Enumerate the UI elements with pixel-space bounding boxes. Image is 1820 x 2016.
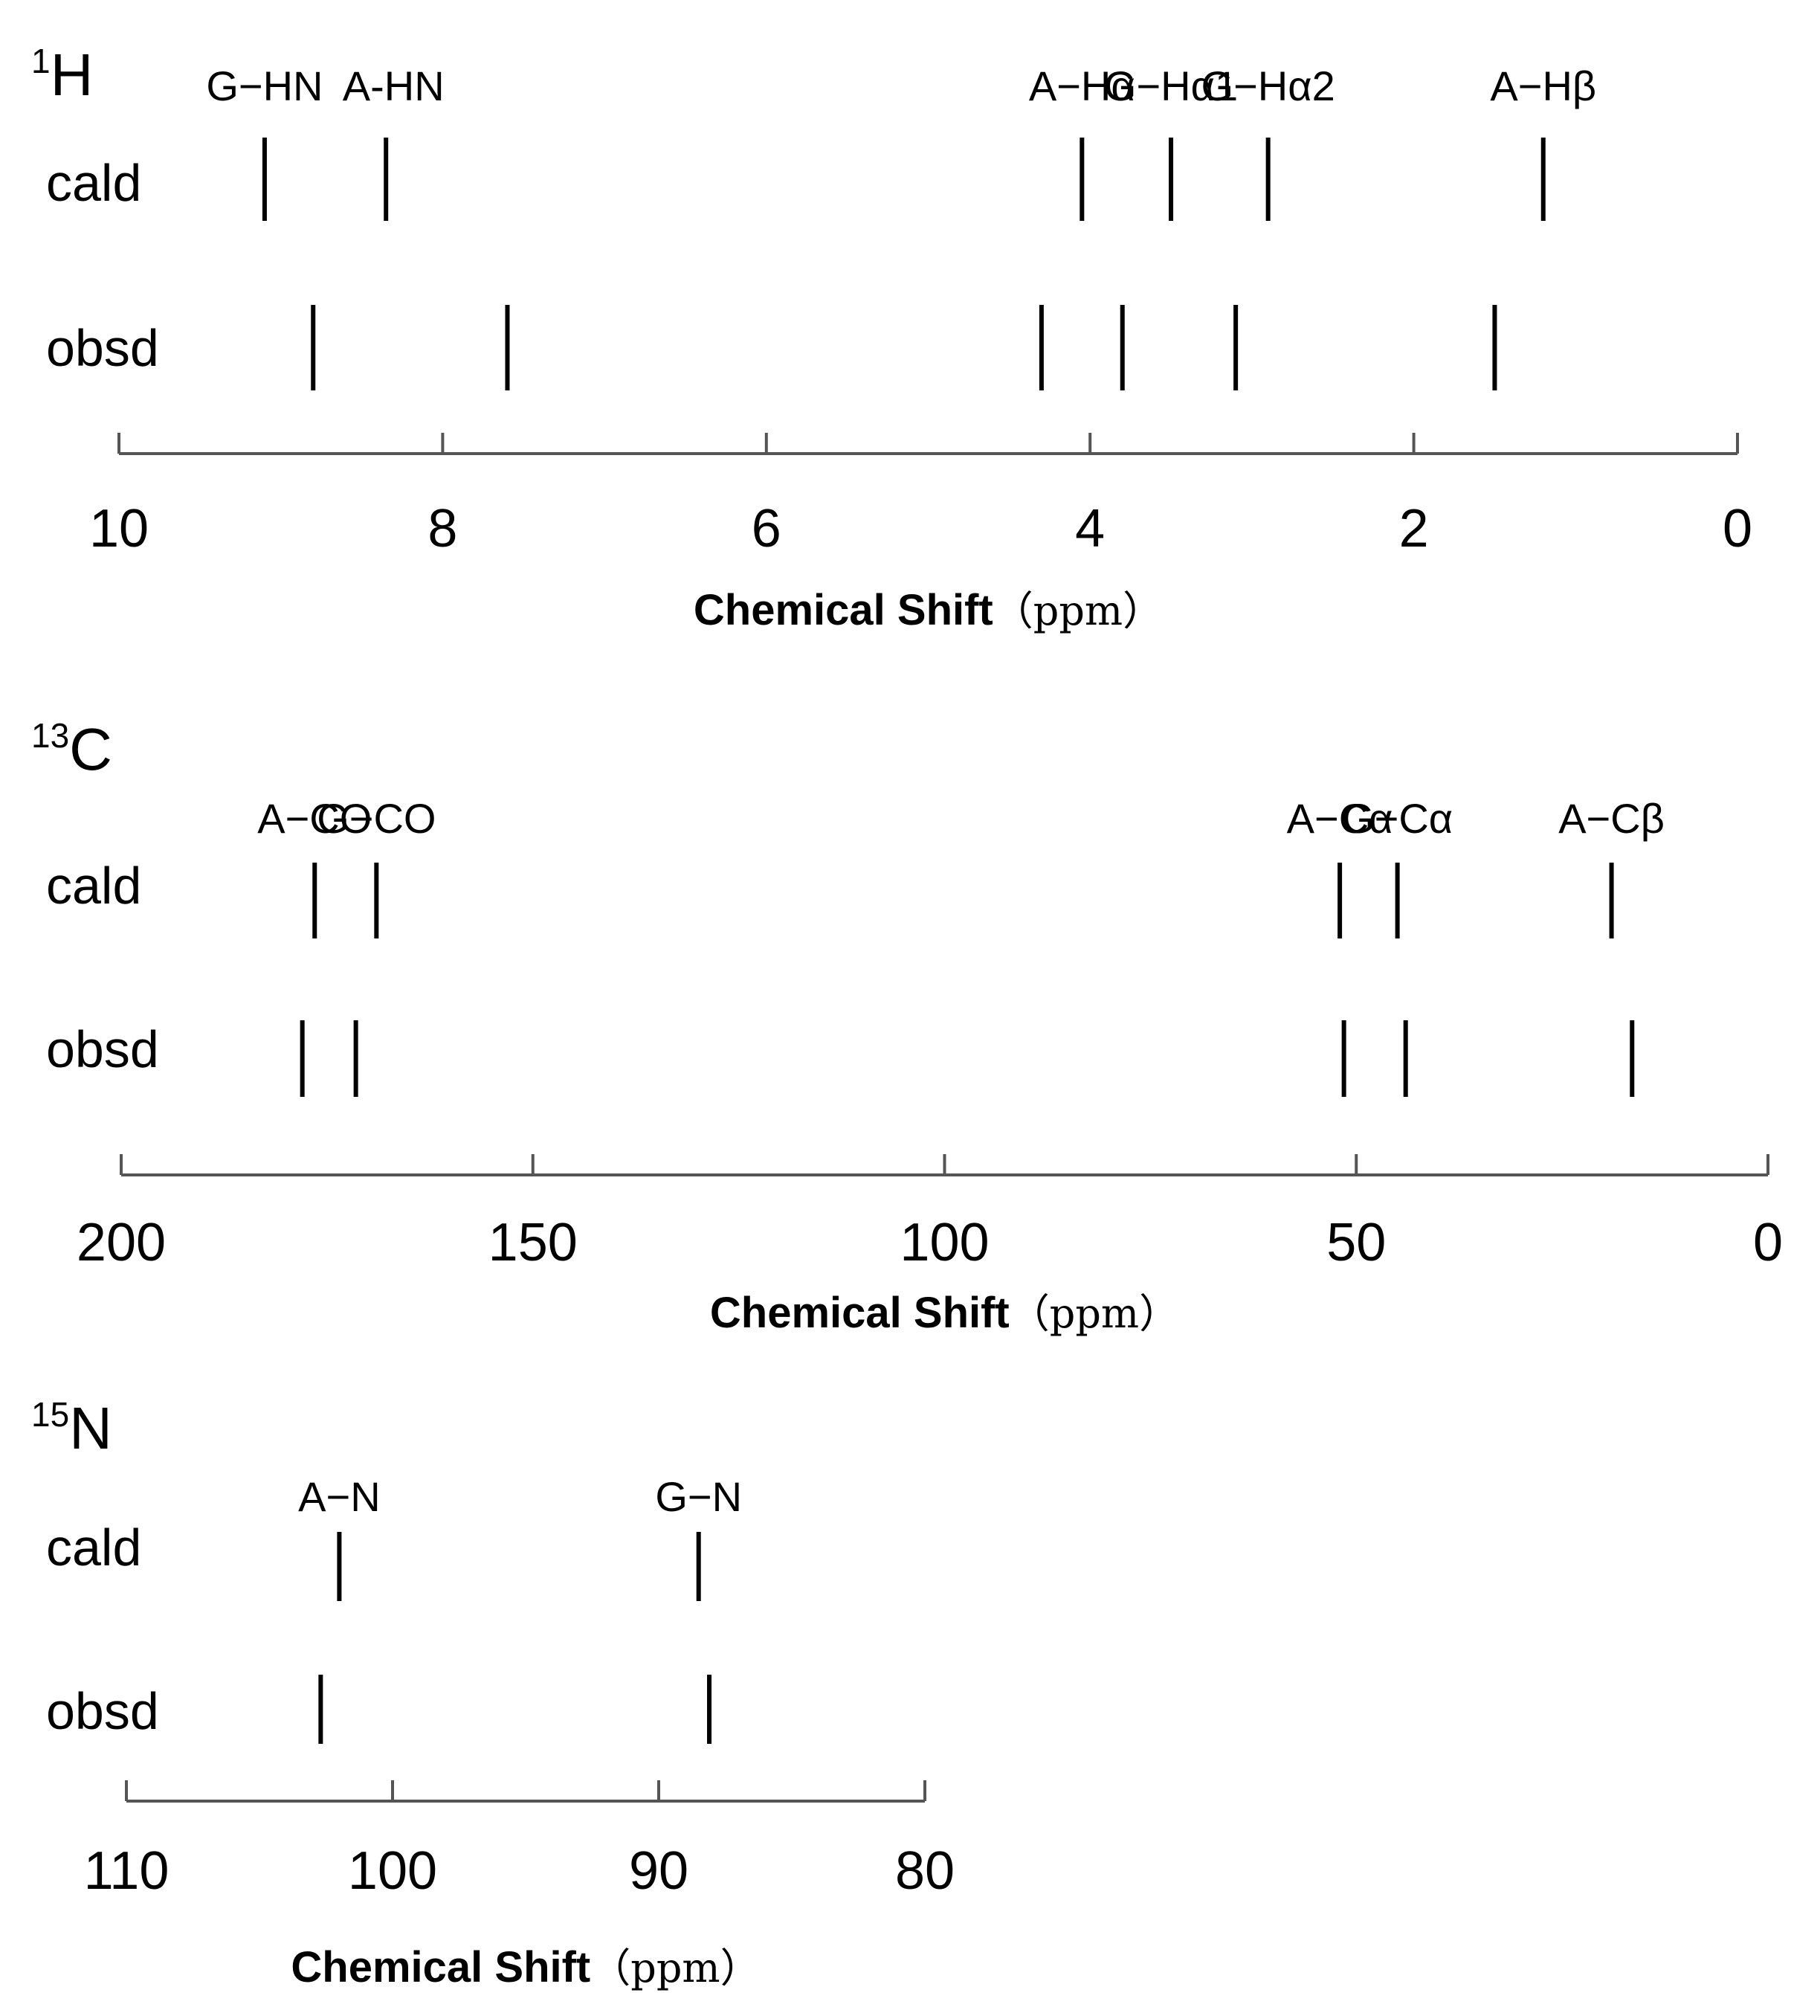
x-tick-label: 10 (89, 499, 149, 558)
x-tick-label: 200 (77, 1213, 166, 1272)
peak-label: G−N (655, 1473, 742, 1520)
peak-label: A−CO (257, 795, 372, 842)
peak-label: G−Hα2 (1201, 62, 1335, 109)
peak-label: A−Hα (1029, 62, 1135, 109)
x-axis-title: Chemical Shift（ppm） (710, 1289, 1179, 1337)
nucleus-label: 1H (31, 42, 93, 108)
x-tick-label: 2 (1399, 499, 1429, 558)
x-axis-title-text: Chemical Shift (710, 1289, 1010, 1337)
nucleus-symbol: H (51, 42, 94, 108)
x-tick-label: 90 (629, 1841, 688, 1901)
nucleus-symbol: C (69, 716, 112, 782)
x-tick-label: 100 (900, 1213, 989, 1272)
row-label-obsd: obsd (46, 1020, 159, 1078)
peak-label: G−Cα (1342, 795, 1453, 842)
x-tick-label: 110 (84, 1841, 170, 1901)
row-label-cald: cald (46, 857, 141, 915)
x-tick-label: 0 (1723, 499, 1752, 558)
peak-label: G−HN (206, 62, 323, 109)
x-tick-label: 4 (1075, 499, 1105, 558)
peak-label: A−N (298, 1473, 381, 1520)
x-axis-unit: （ppm） (1010, 1290, 1179, 1337)
x-axis-title-text: Chemical Shift (291, 1943, 590, 1991)
x-tick-label: 150 (488, 1213, 578, 1272)
peak-label: G−Hα1 (1104, 62, 1238, 109)
x-axis-title: Chemical Shift（ppm） (291, 1943, 760, 1991)
peak-label: A−Cβ (1558, 795, 1665, 842)
nucleus-mass: 1 (31, 42, 51, 80)
x-tick-label: 80 (895, 1841, 955, 1901)
x-axis-unit: （ppm） (590, 1945, 760, 1991)
row-label-cald: cald (46, 1519, 141, 1577)
nucleus-label: 13C (31, 716, 112, 782)
row-label-obsd: obsd (46, 1682, 159, 1740)
nucleus-label: 15N (31, 1395, 112, 1461)
x-axis-unit: （ppm） (993, 587, 1163, 634)
peak-label: A-HN (343, 62, 445, 109)
row-label-cald: cald (46, 154, 141, 212)
x-tick-label: 0 (1753, 1213, 1783, 1272)
x-tick-label: 6 (752, 499, 781, 558)
x-tick-label: 100 (348, 1841, 437, 1901)
nucleus-mass: 13 (31, 716, 69, 755)
x-axis-title: Chemical Shift（ppm） (694, 586, 1163, 634)
x-tick-label: 8 (427, 499, 457, 558)
peak-label: A−Hβ (1490, 62, 1596, 109)
row-label-obsd: obsd (46, 319, 159, 377)
nucleus-symbol: N (69, 1395, 112, 1461)
x-axis-title-text: Chemical Shift (694, 586, 993, 634)
peak-label: G−CO (317, 795, 436, 842)
nucleus-mass: 15 (31, 1395, 69, 1434)
peak-label: A−Cα (1287, 795, 1393, 842)
x-tick-label: 50 (1326, 1213, 1386, 1272)
